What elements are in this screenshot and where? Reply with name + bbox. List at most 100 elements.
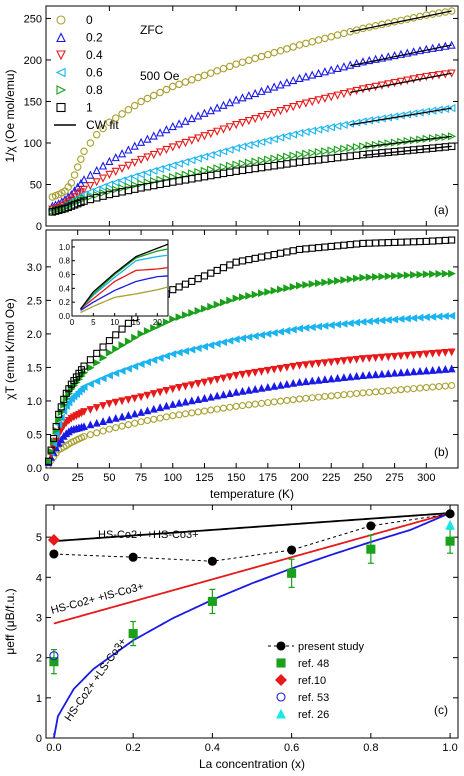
panel-b-point bbox=[225, 389, 234, 397]
panel-b-point bbox=[162, 352, 170, 360]
panel-b-point bbox=[333, 320, 342, 329]
panel-b-point bbox=[308, 244, 316, 252]
panel-b-point bbox=[118, 341, 127, 350]
panel-a-point bbox=[314, 36, 323, 44]
panel-b-point bbox=[270, 398, 278, 406]
panel-b-point bbox=[397, 386, 405, 394]
panel-a-point bbox=[308, 97, 317, 107]
panel-b-point bbox=[257, 289, 266, 298]
panel-a-point bbox=[117, 149, 127, 158]
panel-b-point bbox=[409, 367, 418, 376]
panel-b-point bbox=[238, 370, 247, 379]
panel-b-inset-line-0.4 bbox=[80, 266, 169, 310]
panel-b-point bbox=[422, 237, 430, 245]
panel-a-point bbox=[124, 182, 133, 191]
panel-a-point bbox=[384, 139, 393, 148]
panel-b-point bbox=[352, 371, 361, 380]
panel-a-cw-fit-line bbox=[350, 72, 452, 93]
panel-b-point bbox=[251, 290, 260, 299]
panel-a-series-0.4 bbox=[48, 69, 456, 214]
panel-a-point bbox=[98, 182, 107, 192]
panel-a-point bbox=[308, 70, 317, 79]
panel-b-point bbox=[219, 374, 228, 383]
panel-a-point bbox=[124, 161, 133, 170]
panel-a-point bbox=[339, 90, 348, 99]
panel-a-point bbox=[276, 107, 285, 116]
panel-b-point bbox=[321, 359, 329, 367]
panel-a-point bbox=[295, 101, 304, 110]
panel-b-point bbox=[47, 446, 55, 454]
panel-b-point bbox=[314, 359, 323, 368]
panel-b-x-tick-label: 175 bbox=[259, 472, 277, 484]
panel-a-point bbox=[149, 166, 158, 175]
panel-a-point bbox=[150, 91, 158, 100]
panel-a-annotation-zfc: ZFC bbox=[140, 23, 164, 37]
panel-b-inset-line-1 bbox=[80, 243, 169, 310]
panel-b-inset-x-tick-label: 10 bbox=[110, 318, 119, 327]
panel-a-point bbox=[377, 81, 387, 90]
panel-a-point bbox=[194, 167, 203, 177]
panel-b-point bbox=[315, 244, 323, 252]
panel-c-series-ref.-26 bbox=[445, 519, 455, 530]
panel-a-point bbox=[321, 34, 329, 43]
panel-b-point bbox=[162, 386, 171, 395]
panel-a-legend-label: CW fit bbox=[86, 118, 119, 132]
panel-b-point bbox=[270, 250, 278, 259]
panel-b-point bbox=[200, 378, 209, 387]
panel-b-point bbox=[283, 284, 292, 293]
panel-b-point bbox=[321, 278, 330, 287]
panel-b-point bbox=[353, 389, 361, 398]
panel-b-point bbox=[86, 431, 94, 439]
panel-a-point bbox=[213, 127, 222, 136]
panel-a-point bbox=[105, 156, 114, 165]
panel-b-point bbox=[130, 409, 139, 418]
panel-b-point bbox=[112, 331, 120, 339]
panel-b-point bbox=[244, 386, 253, 394]
panel-a-point bbox=[225, 98, 234, 107]
panel-b-point bbox=[390, 315, 399, 324]
panel-a-point bbox=[149, 150, 158, 160]
panel-c-legend-marker bbox=[276, 641, 286, 651]
panel-a-point bbox=[314, 68, 323, 77]
panel-c-point bbox=[287, 568, 297, 578]
panel-b-point bbox=[245, 291, 254, 300]
panel-a-point bbox=[200, 152, 209, 161]
panel-b-point bbox=[200, 342, 209, 351]
panel-a-point bbox=[289, 159, 297, 167]
panel-a-point bbox=[238, 58, 247, 66]
panel-b-inset-y-tick-label: 1.0 bbox=[59, 243, 71, 252]
panel-b-point bbox=[346, 275, 355, 284]
panel-a-point bbox=[435, 133, 444, 142]
panel-b-point bbox=[137, 408, 145, 416]
panel-a-point bbox=[276, 153, 285, 162]
panel-a-point bbox=[156, 88, 164, 97]
panel-b-point bbox=[422, 366, 431, 375]
panel-b-point bbox=[55, 410, 63, 418]
panel-a-point bbox=[194, 73, 202, 82]
panel-c-point bbox=[128, 629, 138, 639]
panel-a-point bbox=[188, 76, 196, 84]
panel-a-point bbox=[428, 71, 437, 81]
panel-a-point bbox=[327, 32, 335, 41]
panel-b-point bbox=[283, 396, 291, 404]
panel-b-point bbox=[283, 248, 291, 256]
panel-a-point bbox=[364, 116, 374, 125]
panel-a-point bbox=[212, 149, 221, 158]
panel-b-point bbox=[289, 362, 298, 371]
panel-b-point bbox=[422, 383, 430, 392]
panel-b-point bbox=[308, 280, 317, 288]
panel-b-point bbox=[276, 364, 285, 373]
panel-b-point bbox=[111, 398, 120, 407]
panel-b-point bbox=[124, 421, 132, 429]
panel-b-point bbox=[131, 333, 139, 342]
panel-a-point bbox=[321, 155, 329, 163]
panel-a-cw-fit-line bbox=[350, 107, 452, 126]
panel-c-point bbox=[207, 556, 217, 566]
panel-a-point bbox=[282, 78, 291, 87]
panel-b-point bbox=[403, 367, 412, 376]
panel-a-point bbox=[187, 113, 196, 123]
panel-b-inset-line-0.8 bbox=[80, 248, 169, 310]
panel-a-y-tick-label: 100 bbox=[24, 138, 42, 150]
panel-b-point bbox=[156, 321, 165, 329]
panel-b-point bbox=[213, 405, 221, 413]
